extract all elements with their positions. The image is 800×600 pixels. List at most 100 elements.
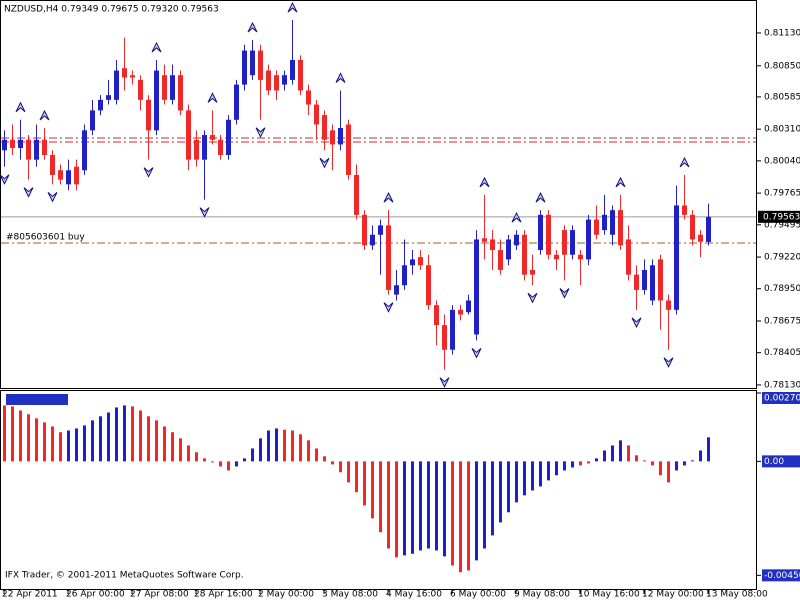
candle-body bbox=[618, 210, 623, 246]
y-tick-label: 0.79220 bbox=[764, 253, 800, 263]
candle-body bbox=[658, 259, 663, 301]
candle-body bbox=[354, 174, 359, 215]
fractal-up bbox=[151, 41, 162, 53]
candle-body bbox=[330, 130, 335, 145]
candle-body bbox=[458, 309, 463, 315]
candle-body bbox=[210, 135, 215, 140]
y-tick-box bbox=[762, 455, 800, 468]
candle-body bbox=[74, 166, 79, 185]
candle-body bbox=[554, 254, 559, 260]
last-price-label: 0.79563 bbox=[763, 212, 800, 222]
x-tick-label: 13 May 08:00 bbox=[706, 590, 768, 600]
x-tick-label: 6 May 00:00 bbox=[450, 590, 506, 600]
candle-body bbox=[410, 259, 415, 266]
y-tick-label: 0.00 bbox=[764, 457, 784, 467]
candle-body bbox=[490, 239, 495, 251]
y-tick-label: 0.79765 bbox=[764, 189, 800, 199]
indicator-name-box bbox=[6, 394, 68, 405]
candle-body bbox=[10, 139, 15, 148]
candle-body bbox=[378, 225, 383, 235]
y-tick-label: 0.78405 bbox=[764, 348, 800, 358]
candle-body bbox=[106, 95, 111, 100]
candle-body bbox=[242, 50, 247, 85]
fractal-down bbox=[663, 357, 674, 368]
x-tick-label: 9 May 08:00 bbox=[514, 590, 570, 600]
fractal-down bbox=[143, 167, 154, 178]
candle-body bbox=[506, 239, 511, 260]
x-tick-label: 3 May 08:00 bbox=[322, 590, 378, 600]
fractal-up bbox=[383, 192, 394, 203]
candle-body bbox=[202, 135, 207, 160]
candle-body bbox=[434, 305, 439, 326]
candle-body bbox=[314, 104, 319, 125]
fractal-down bbox=[23, 187, 34, 198]
candle-body bbox=[586, 219, 591, 260]
candle-body bbox=[130, 75, 135, 78]
x-tick-label: 26 Apr 00:00 bbox=[66, 590, 125, 600]
y-tick-label: 0.80585 bbox=[764, 92, 800, 102]
candle-body bbox=[98, 99, 103, 111]
fractal-up bbox=[479, 176, 490, 188]
y-tick-label: 0.78130 bbox=[764, 380, 800, 390]
fractal-up bbox=[207, 92, 218, 103]
y-tick-label: 0.80310 bbox=[764, 125, 800, 135]
candle-body bbox=[50, 154, 55, 175]
y-tick-label: 0.81130 bbox=[764, 28, 800, 38]
fractal-down bbox=[527, 292, 538, 304]
y-tick-label: 0.78675 bbox=[764, 317, 800, 327]
fractal-down bbox=[319, 157, 330, 169]
candle-body bbox=[258, 50, 263, 80]
candle-body bbox=[610, 210, 615, 235]
candle-body bbox=[634, 274, 639, 290]
y-tick-label: 0.79495 bbox=[764, 220, 800, 230]
candle-body bbox=[690, 214, 695, 240]
candle-body bbox=[194, 139, 199, 160]
candle-body bbox=[682, 205, 687, 215]
candle-body bbox=[26, 139, 31, 160]
x-tick-label: 10 May 16:00 bbox=[578, 590, 640, 600]
x-tick-label: 28 Apr 16:00 bbox=[194, 590, 253, 600]
y-tick-label: 0.80850 bbox=[764, 61, 800, 71]
fractal-down bbox=[47, 191, 58, 203]
candle-body bbox=[442, 325, 447, 350]
candle-body bbox=[698, 234, 703, 242]
candle-body bbox=[274, 75, 279, 91]
fractal-down bbox=[383, 302, 394, 313]
candle-body bbox=[114, 70, 119, 100]
candle-body bbox=[626, 239, 631, 275]
candle-body bbox=[642, 269, 647, 290]
candle-body bbox=[522, 234, 527, 275]
y-tick-label: 0.78950 bbox=[764, 284, 800, 294]
candle-body bbox=[226, 119, 231, 155]
candle-body bbox=[90, 110, 95, 131]
candle-body bbox=[450, 309, 455, 350]
candle-body bbox=[250, 50, 255, 76]
candle-body bbox=[418, 257, 423, 266]
candle-body bbox=[122, 68, 127, 78]
fractal-down bbox=[559, 288, 570, 299]
y-tick-label: 0.80040 bbox=[764, 156, 800, 166]
x-tick-label: 4 May 16:00 bbox=[386, 590, 442, 600]
candle-body bbox=[602, 214, 607, 231]
candle-body bbox=[178, 75, 183, 111]
fractal-up bbox=[679, 156, 690, 168]
fractal-up bbox=[511, 211, 522, 223]
candle-body bbox=[146, 99, 151, 131]
y-tick-box bbox=[762, 569, 800, 582]
candle-body bbox=[426, 265, 431, 306]
candle-body bbox=[578, 254, 583, 260]
candle-body bbox=[234, 84, 239, 120]
fractal-down bbox=[471, 347, 482, 359]
price-panel bbox=[0, 0, 757, 389]
order-label: #805603601 buy bbox=[6, 232, 85, 242]
x-tick-label: 22 Apr 2011 bbox=[2, 590, 58, 600]
candle-body bbox=[530, 269, 535, 275]
candle-body bbox=[154, 70, 159, 131]
candle-body bbox=[290, 59, 295, 80]
candle-body bbox=[298, 59, 303, 91]
fractal-up bbox=[39, 109, 50, 121]
